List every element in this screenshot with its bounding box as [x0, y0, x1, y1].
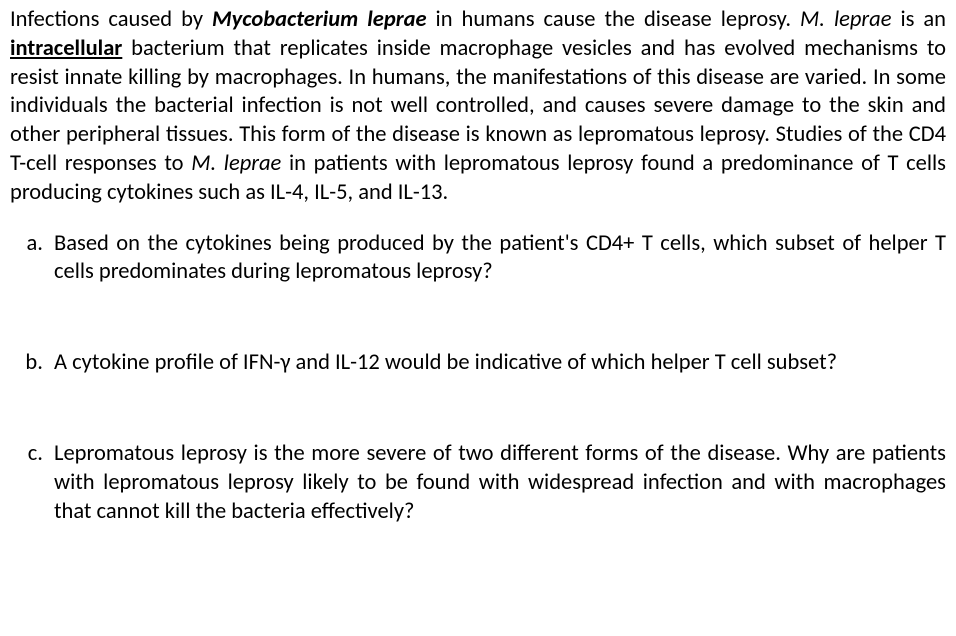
question-a: Based on the cytokines being produced by… — [48, 230, 946, 288]
intro-text-3: is an — [891, 6, 946, 33]
question-b: A cytokine profile of IFN-γ and IL-12 wo… — [48, 349, 946, 378]
intro-text-1: Infections caused by — [10, 6, 212, 33]
document-page: Infections caused by Mycobacterium lepra… — [0, 0, 956, 536]
intracellular-term: intracellular — [10, 35, 122, 62]
organism-name-2: M. leprae — [800, 6, 891, 33]
question-list: Based on the cytokines being produced by… — [10, 230, 946, 527]
intro-paragraph: Infections caused by Mycobacterium lepra… — [10, 6, 946, 208]
intro-text-2: in humans cause the disease leprosy. — [427, 6, 800, 33]
organism-name-1: Mycobacterium leprae — [212, 6, 427, 33]
organism-name-3: M. leprae — [191, 150, 281, 177]
question-c: Lepromatous leprosy is the more severe o… — [48, 440, 946, 526]
